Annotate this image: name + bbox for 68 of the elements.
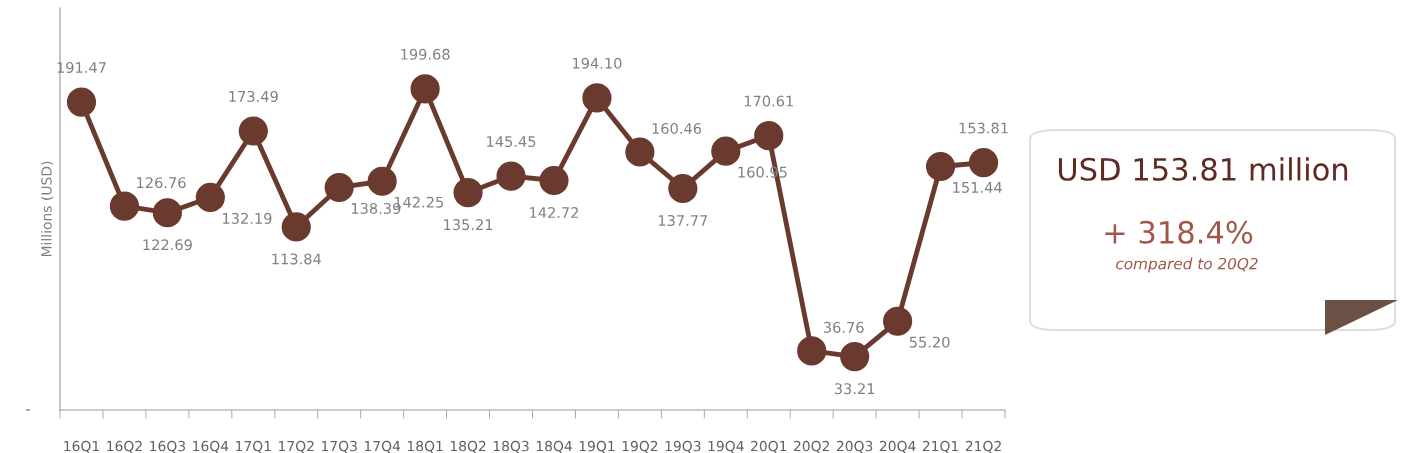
x-tick-label: 17Q2 [279, 440, 314, 453]
data-label: 36.76 [823, 321, 864, 333]
point [367, 166, 397, 196]
x-tick-label: 18Q4 [536, 440, 572, 453]
text: - [26, 409, 30, 411]
x-tick-label: 17Q1 [236, 440, 271, 453]
text: USD 153.81 million [1058, 157, 1348, 181]
point [582, 83, 612, 113]
x-tick-label: 18Q1 [407, 440, 443, 453]
data-label: 199.68 [401, 48, 450, 60]
x-tick-label: 20Q4 [879, 440, 916, 453]
y-axis-title: Millions (USD) [41, 161, 54, 257]
point [281, 212, 311, 242]
point [797, 336, 827, 366]
x-tick-label: 21Q2 [965, 440, 1001, 453]
data-label: 151.44 [953, 182, 1002, 193]
data-label: 170.61 [744, 95, 793, 107]
point [410, 74, 440, 104]
x-tick-label: 16Q3 [150, 440, 185, 453]
data-label: 135.21 [444, 219, 493, 231]
x-tick-label: 18Q2 [450, 440, 486, 453]
data-label: 145.45 [487, 136, 536, 148]
x-tick-label: 17Q3 [322, 440, 357, 453]
point [625, 137, 655, 167]
data-label: 132.19 [223, 212, 272, 224]
x-tick-label: 20Q2 [794, 440, 830, 453]
data-label: 137.77 [658, 215, 708, 227]
point [152, 198, 182, 228]
data-label: 191.47 [57, 61, 106, 74]
point [238, 116, 268, 146]
data-label: 122.69 [143, 239, 192, 251]
data-label: 126.76 [137, 177, 186, 189]
x-tick-label: 19Q2 [622, 440, 658, 453]
data-label: 33.21 [834, 383, 875, 395]
data-label: 194.10 [573, 57, 622, 69]
x-tick-label: 19Q1 [579, 440, 615, 453]
x-tick-label: 19Q4 [708, 440, 744, 453]
data-label: 55.20 [909, 336, 950, 348]
point [925, 151, 956, 182]
text: + 318.4% [1105, 220, 1253, 244]
text: compared to 20Q2 [1116, 257, 1258, 273]
point [539, 165, 569, 196]
point [66, 87, 97, 117]
data-label: 160.46 [652, 122, 702, 134]
point [195, 182, 225, 213]
data-label: 113.84 [272, 253, 321, 265]
x-tick-label: 16Q1 [64, 440, 99, 453]
data-label: 173.49 [229, 90, 278, 102]
x-tick-label: 21Q1 [922, 440, 959, 453]
point [496, 161, 526, 191]
point [883, 306, 913, 336]
x-tick-label: 20Q1 [751, 440, 787, 453]
x-tick-label: 17Q4 [364, 440, 401, 453]
point [453, 177, 483, 208]
point [968, 148, 999, 178]
point [754, 121, 784, 151]
x-tick-label: 19Q3 [665, 440, 701, 453]
point [324, 172, 354, 203]
x-tick-label: 16Q2 [107, 440, 142, 453]
x-tick-label: 16Q4 [193, 440, 229, 453]
x-tick-label: 18Q3 [493, 440, 529, 453]
data-label: 142.72 [530, 207, 579, 218]
point [711, 136, 741, 166]
x-tick-label: 20Q3 [836, 440, 873, 453]
point [668, 173, 698, 204]
data-label: 153.81 [959, 122, 1008, 134]
point [840, 342, 870, 372]
point [109, 191, 140, 221]
